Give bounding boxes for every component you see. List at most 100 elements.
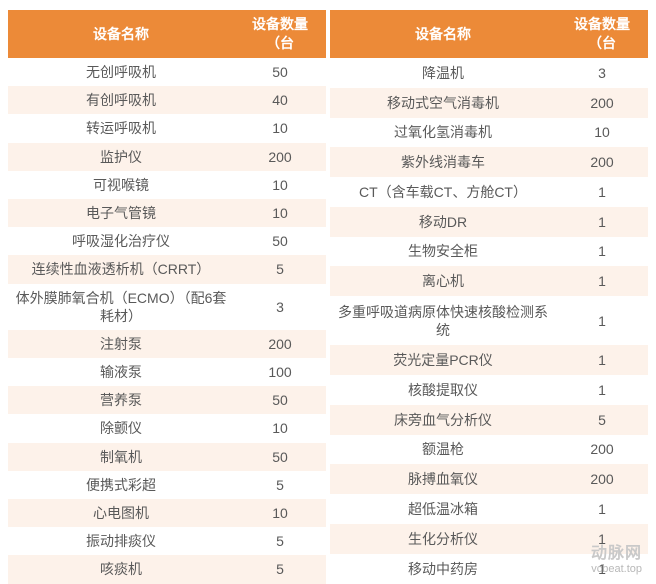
table-row: 移动DR1 xyxy=(330,207,648,237)
cell-name: CT（含车载CT、方舱CT） xyxy=(330,177,556,207)
cell-qty: 40 xyxy=(234,86,326,114)
table-pair: 设备名称 设备数量（台 无创呼吸机50有创呼吸机40转运呼吸机10监护仪200可… xyxy=(8,10,648,584)
cell-qty: 3 xyxy=(234,284,326,330)
cell-qty: 200 xyxy=(556,464,648,494)
cell-qty: 3 xyxy=(556,58,648,88)
table-row: 无创呼吸机50 xyxy=(8,58,326,86)
cell-name: 多重呼吸道病原体快速核酸检测系统 xyxy=(330,296,556,345)
table-row: 多重呼吸道病原体快速核酸检测系统1 xyxy=(330,296,648,345)
table-row: 生化分析仪1 xyxy=(330,524,648,554)
cell-name: 生物安全柜 xyxy=(330,237,556,267)
table-row: 除颤仪10 xyxy=(8,414,326,442)
table-row: CT（含车载CT、方舱CT）1 xyxy=(330,177,648,207)
cell-name: 营养泵 xyxy=(8,386,234,414)
cell-qty: 5 xyxy=(234,555,326,583)
col-header-qty: 设备数量（台 xyxy=(234,10,326,58)
cell-name: 心电图机 xyxy=(8,499,234,527)
cell-name: 紫外线消毒车 xyxy=(330,147,556,177)
cell-name: 监护仪 xyxy=(8,143,234,171)
cell-name: 额温枪 xyxy=(330,435,556,465)
cell-name: 转运呼吸机 xyxy=(8,114,234,142)
cell-name: 电子气管镜 xyxy=(8,199,234,227)
cell-qty: 1 xyxy=(556,375,648,405)
cell-name: 降温机 xyxy=(330,58,556,88)
table-row: 体外膜肺氧合机（ECMO）（配6套耗材）3 xyxy=(8,284,326,330)
table-row: 生物安全柜1 xyxy=(330,237,648,267)
cell-qty: 1 xyxy=(556,345,648,375)
table-row: 监护仪200 xyxy=(8,143,326,171)
cell-qty: 10 xyxy=(234,171,326,199)
cell-name: 床旁血气分析仪 xyxy=(330,405,556,435)
cell-name: 振动排痰仪 xyxy=(8,527,234,555)
table-row: 注射泵200 xyxy=(8,330,326,358)
table-row: 连续性血液透析机（CRRT）5 xyxy=(8,255,326,283)
table-row: 移动中药房1 xyxy=(330,554,648,584)
table-row: 脉搏血氧仪200 xyxy=(330,464,648,494)
table-row: 移动式空气消毒机200 xyxy=(330,88,648,118)
table-row: 心电图机10 xyxy=(8,499,326,527)
table-row: 转运呼吸机10 xyxy=(8,114,326,142)
equipment-table-right: 设备名称 设备数量（台 降温机3移动式空气消毒机200过氧化氢消毒机10紫外线消… xyxy=(330,10,648,584)
cell-qty: 1 xyxy=(556,237,648,267)
table-row: 紫外线消毒车200 xyxy=(330,147,648,177)
table-row: 床旁血气分析仪5 xyxy=(330,405,648,435)
cell-qty: 50 xyxy=(234,443,326,471)
table-row: 超低温冰箱1 xyxy=(330,494,648,524)
table-row: 可视喉镜10 xyxy=(8,171,326,199)
cell-name: 脉搏血氧仪 xyxy=(330,464,556,494)
cell-qty: 50 xyxy=(234,227,326,255)
table-row: 营养泵50 xyxy=(8,386,326,414)
cell-qty: 10 xyxy=(234,114,326,142)
table-row: 电子气管镜10 xyxy=(8,199,326,227)
table-row: 额温枪200 xyxy=(330,435,648,465)
cell-qty: 200 xyxy=(234,143,326,171)
cell-qty: 100 xyxy=(234,358,326,386)
cell-qty: 1 xyxy=(556,524,648,554)
cell-qty: 5 xyxy=(556,405,648,435)
cell-name: 超低温冰箱 xyxy=(330,494,556,524)
cell-name: 移动中药房 xyxy=(330,554,556,584)
table-row: 离心机1 xyxy=(330,266,648,296)
cell-qty: 200 xyxy=(234,330,326,358)
cell-name: 无创呼吸机 xyxy=(8,58,234,86)
cell-name: 移动DR xyxy=(330,207,556,237)
cell-qty: 10 xyxy=(234,499,326,527)
cell-qty: 1 xyxy=(556,266,648,296)
cell-name: 咳痰机 xyxy=(8,555,234,583)
cell-qty: 200 xyxy=(556,88,648,118)
cell-name: 有创呼吸机 xyxy=(8,86,234,114)
cell-name: 注射泵 xyxy=(8,330,234,358)
cell-name: 过氧化氢消毒机 xyxy=(330,118,556,148)
cell-name: 核酸提取仪 xyxy=(330,375,556,405)
cell-qty: 5 xyxy=(234,255,326,283)
cell-qty: 5 xyxy=(234,471,326,499)
col-header-name: 设备名称 xyxy=(8,10,234,58)
cell-name: 连续性血液透析机（CRRT） xyxy=(8,255,234,283)
table-row: 有创呼吸机40 xyxy=(8,86,326,114)
cell-qty: 50 xyxy=(234,58,326,86)
cell-qty: 1 xyxy=(556,207,648,237)
cell-name: 荧光定量PCR仪 xyxy=(330,345,556,375)
cell-qty: 200 xyxy=(556,435,648,465)
table-row: 制氧机50 xyxy=(8,443,326,471)
cell-name: 可视喉镜 xyxy=(8,171,234,199)
cell-name: 呼吸湿化治疗仪 xyxy=(8,227,234,255)
table-row: 过氧化氢消毒机10 xyxy=(330,118,648,148)
cell-qty: 50 xyxy=(234,386,326,414)
cell-qty: 5 xyxy=(234,527,326,555)
table-row: 振动排痰仪5 xyxy=(8,527,326,555)
cell-qty: 10 xyxy=(556,118,648,148)
cell-qty: 1 xyxy=(556,296,648,345)
table-row: 咳痰机5 xyxy=(8,555,326,583)
cell-name: 生化分析仪 xyxy=(330,524,556,554)
table-row: 核酸提取仪1 xyxy=(330,375,648,405)
cell-qty: 10 xyxy=(234,414,326,442)
cell-qty: 1 xyxy=(556,494,648,524)
cell-name: 体外膜肺氧合机（ECMO）（配6套耗材） xyxy=(8,284,234,330)
col-header-qty: 设备数量（台 xyxy=(556,10,648,58)
cell-qty: 200 xyxy=(556,147,648,177)
table-row: 荧光定量PCR仪1 xyxy=(330,345,648,375)
cell-name: 除颤仪 xyxy=(8,414,234,442)
cell-qty: 10 xyxy=(234,199,326,227)
cell-name: 便携式彩超 xyxy=(8,471,234,499)
